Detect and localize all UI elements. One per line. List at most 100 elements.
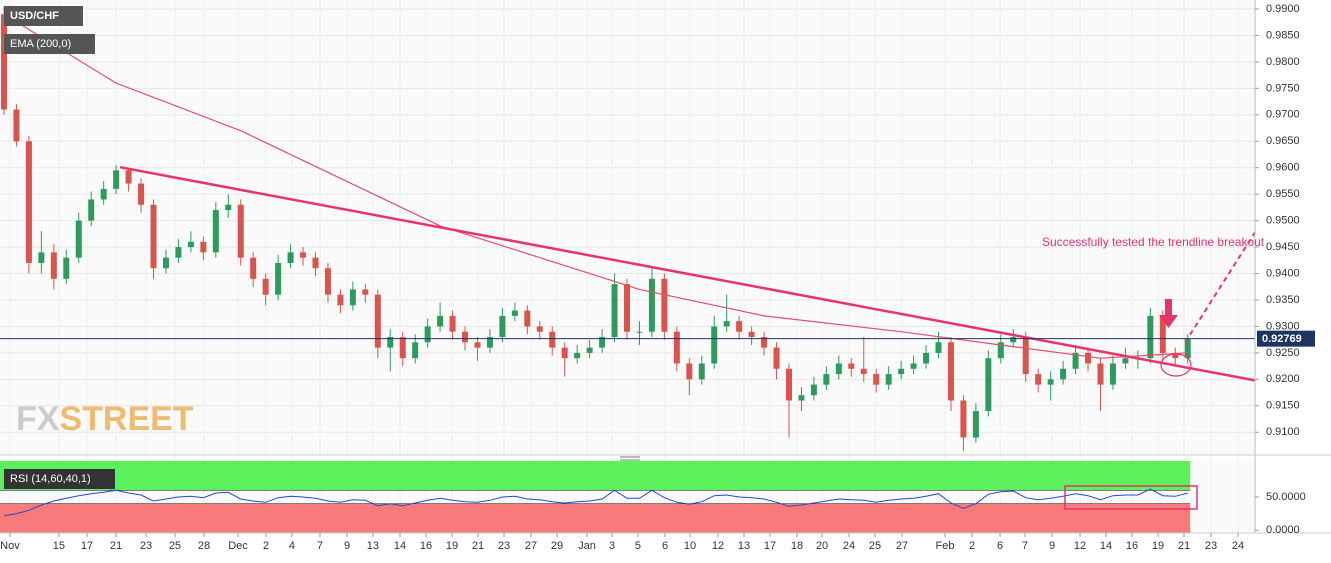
candle-body [474,342,481,348]
y-tick-label: 0.9200 [1266,373,1300,385]
candle-body [798,395,805,401]
candle-body [138,183,145,205]
candle-body [1122,358,1129,364]
candle-body [947,342,954,401]
x-tick-label: 5 [635,540,641,552]
x-tick-label: 13 [367,540,379,552]
y-tick-label: 0.9650 [1266,135,1300,147]
y-tick-label: 0.9700 [1266,109,1300,121]
candle-body [923,352,930,364]
x-tick-label: 12 [1074,540,1086,552]
watermark-fx: FX [16,400,60,438]
candle-body [237,204,244,258]
x-tick-label: 7 [317,540,323,552]
trendline [119,165,1256,382]
candle-body [848,363,855,369]
y-tick-label: 0.9500 [1266,215,1300,227]
candle-body [225,204,232,211]
candle-body [212,210,219,253]
candle-body [449,315,456,332]
x-tick-label: 6 [662,540,668,552]
overbought-zone [0,461,1191,491]
candle-body [486,337,493,348]
x-tick-label: 10 [684,540,696,552]
candle-body [648,278,655,332]
legend-ema: EMA (200,0) [10,38,71,50]
candle-body [910,363,917,369]
y-tick-label: 0.9800 [1266,56,1300,68]
candle-body [561,347,568,359]
y-tick-label: 0.9400 [1266,267,1300,279]
candle-body [524,310,531,327]
candle-body [549,331,556,348]
grid [0,0,1255,533]
x-tick-label: 7 [1022,540,1028,552]
x-tick-label: 27 [525,540,537,552]
candle-body [387,337,394,348]
last-price-box [1257,330,1315,347]
candle-body [835,363,842,375]
candle-body [624,284,631,332]
candle-body [349,289,356,306]
x-tick-label: 21 [472,540,484,552]
candle-body [1047,379,1054,385]
candle-body [75,220,82,258]
y-tick-label: 0.9250 [1266,347,1300,359]
candle-body [661,278,668,332]
candle-body [898,368,905,375]
arrow [1159,299,1178,328]
candle-body [960,400,967,438]
y-tick-label: 0.9850 [1266,29,1300,41]
candle-body [462,331,469,343]
candle-body [1060,368,1067,380]
candle-body [250,257,257,279]
candle-body [997,342,1004,359]
x-tick-label: 20 [816,540,828,552]
legend-box [4,469,115,489]
candle-body [113,170,120,189]
candle-body [424,326,431,343]
candle-body [823,374,830,385]
candle-body [574,352,581,359]
candle-body [374,294,381,348]
x-tick-label: 16 [420,540,432,552]
candle-body [300,252,307,258]
candle-body [810,384,817,396]
y-tick-label: 0.9900 [1266,3,1300,15]
candle-body [873,374,880,385]
watermark: FXSTREET [16,400,194,438]
candle-body [785,368,792,401]
candle-body [673,331,680,364]
y-tick-label: 0.9150 [1266,400,1300,412]
x-tick-label: 28 [198,540,210,552]
candle-body [1010,337,1017,343]
candle-body [275,262,282,295]
candle-body [437,315,444,327]
x-tick-label: 6 [997,540,1003,552]
y-tick-label: 0.9300 [1266,320,1300,332]
highlight-box [1064,485,1198,510]
candle-body [636,331,643,333]
candle-body [0,14,7,110]
marks [0,6,1256,533]
x-tick-label: 9 [1049,540,1055,552]
candle-body [187,241,194,248]
legend-box [4,6,83,26]
candle-body [1159,315,1166,353]
candle-body [686,363,693,380]
x-tick-label: 3 [609,540,615,552]
candle-body [162,257,169,269]
candle-body [972,411,979,438]
candle-body [399,337,406,359]
x-tick-label: 19 [446,540,458,552]
x-tick-label: 2 [969,540,975,552]
candle-body [1035,374,1042,385]
candle-body [611,284,618,338]
candle-body [25,141,32,263]
y-tick-label: 0.9350 [1266,294,1300,306]
candle-body [773,347,780,369]
x-tick-label: 24 [843,540,855,552]
candle-body [1097,363,1104,385]
annotation: Successfully tested the trendline breako… [1042,235,1265,249]
trendline-projection [1184,231,1256,343]
